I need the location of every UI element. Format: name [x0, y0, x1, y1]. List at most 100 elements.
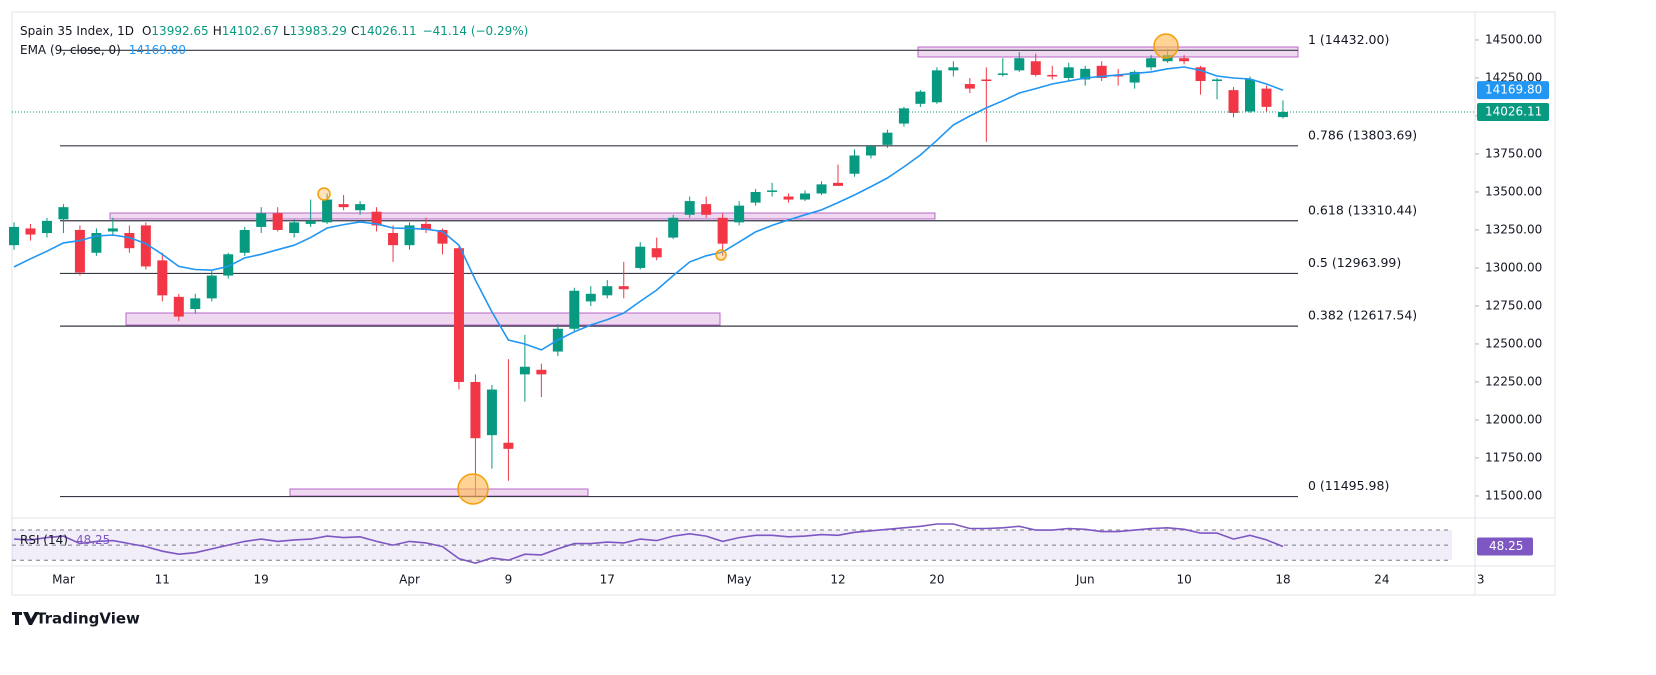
highlight: [457, 473, 489, 505]
candle-body: [1245, 79, 1255, 112]
x-tick-label: 11: [155, 573, 170, 587]
price-badge: [1477, 102, 1549, 121]
zone: [125, 312, 721, 326]
candle-body: [206, 275, 217, 299]
candle-body: [750, 191, 761, 203]
fib-label: 0 (11495.98): [1308, 478, 1389, 493]
y-tick-label: 13500.00: [1485, 184, 1542, 198]
candle-body: [701, 204, 712, 215]
rsi-line: [13, 523, 1284, 565]
low-value: 13983.29: [290, 24, 347, 38]
candle-body: [602, 286, 613, 296]
y-tick-label: 13000.00: [1485, 260, 1542, 274]
candle-body: [41, 220, 52, 234]
x-tick-label: 9: [505, 573, 513, 587]
candle-body: [503, 442, 514, 449]
highlight: [715, 249, 727, 261]
candle-body: [1146, 58, 1157, 68]
candle-body: [1080, 68, 1091, 80]
h-label: H: [213, 24, 222, 38]
ema-line: [13, 66, 1284, 351]
candle-body: [536, 369, 547, 375]
candle-body: [91, 233, 102, 253]
zone: [289, 488, 589, 497]
x-tick-label: Mar: [52, 573, 75, 587]
x-tick-label: 18: [1275, 573, 1290, 587]
y-tick-label: 12500.00: [1485, 336, 1542, 350]
candle-body: [338, 204, 349, 208]
frame: [11, 11, 1556, 596]
close-value: 14026.11: [359, 24, 416, 38]
candle-body: [421, 223, 431, 230]
candle-body: [1047, 74, 1058, 77]
candle-body: [849, 155, 860, 174]
rsi-name: RSI (14): [20, 533, 68, 547]
brand-logo: [12, 612, 39, 625]
candle-body: [618, 286, 629, 290]
fib-label: 0.786 (13803.69): [1308, 127, 1417, 142]
highlight: [1153, 33, 1179, 59]
ema-legend: EMA (9, close, 0) 14169.80: [20, 43, 186, 57]
y-tick-label: 14500.00: [1485, 32, 1542, 46]
candle-body: [1014, 58, 1025, 71]
fib-label: 0.382 (12617.54): [1308, 308, 1417, 323]
y-tick-label: 12000.00: [1485, 412, 1542, 426]
l-label: L: [283, 24, 290, 38]
fib-label: 1 (14432.00): [1308, 32, 1389, 47]
candle-body: [833, 182, 843, 186]
candle-body: [1096, 65, 1107, 78]
brand: TradingView: [36, 610, 140, 628]
candle-body: [1212, 79, 1223, 82]
candle-body: [322, 199, 333, 223]
candle-body: [58, 207, 69, 220]
candle-body: [157, 260, 168, 296]
high-value: 14102.67: [222, 24, 279, 38]
candle-body: [1179, 58, 1190, 62]
ema-name: EMA (9, close, 0): [20, 43, 121, 57]
y-tick-label: 11500.00: [1485, 488, 1542, 502]
candle-body: [470, 381, 481, 439]
candle-body: [25, 228, 36, 235]
candle-body: [964, 84, 975, 89]
candle-body: [1195, 67, 1206, 82]
x-tick-label: 3: [1477, 573, 1485, 587]
candle-body: [882, 132, 893, 145]
zone: [917, 46, 1299, 58]
candle-body: [997, 73, 1008, 75]
candle-body: [272, 213, 283, 230]
y-tick-label: 12250.00: [1485, 374, 1542, 388]
candle-body: [569, 290, 580, 329]
rsi-value: 48.25: [76, 533, 110, 547]
fib-label: 0.5 (12963.99): [1308, 255, 1401, 270]
fib-label: 0.618 (13310.44): [1308, 202, 1417, 217]
y-tick-label: 11750.00: [1485, 450, 1542, 464]
candle-body: [915, 91, 926, 104]
candle-body: [800, 193, 811, 200]
zone: [109, 212, 936, 220]
candle-body: [717, 217, 728, 244]
candle-body: [355, 204, 366, 211]
candle-body: [453, 248, 464, 382]
x-tick-label: 10: [1176, 573, 1191, 587]
y-tick-label: 12750.00: [1485, 298, 1542, 312]
symbol: Spain 35 Index, 1D: [20, 24, 134, 38]
change: −41.14 (−0.29%): [423, 24, 529, 38]
highlight: [317, 187, 331, 201]
candle-body: [190, 298, 201, 310]
rsi-badge: [1477, 537, 1533, 556]
open-value: 13992.65: [151, 24, 208, 38]
o-label: O: [142, 24, 151, 38]
candle-body: [289, 222, 300, 234]
x-tick-label: 17: [600, 573, 615, 587]
candle-body: [635, 246, 646, 268]
candle-body: [223, 254, 234, 276]
y-tick-label: 13250.00: [1485, 222, 1542, 236]
candle-body: [651, 248, 662, 258]
candle-body: [486, 389, 497, 436]
rsi-badge-label: 48.25: [1489, 539, 1523, 553]
candle-body: [239, 229, 250, 253]
c-label: C: [351, 24, 359, 38]
candle-body: [1030, 61, 1041, 75]
candle-body: [74, 229, 85, 273]
